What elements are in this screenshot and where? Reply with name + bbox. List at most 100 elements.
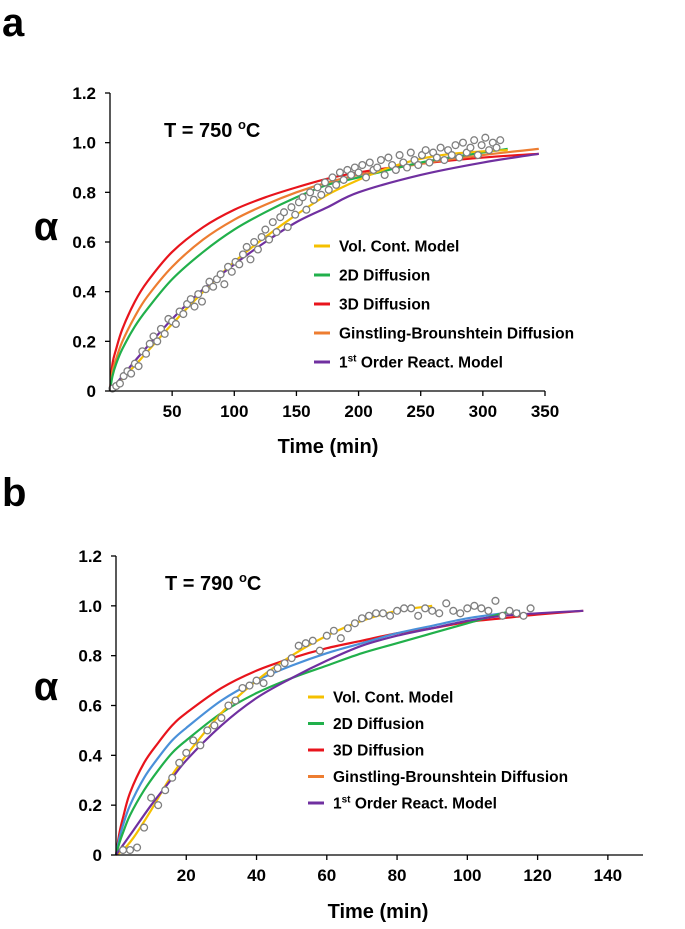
panel-a-data-point (432, 153, 441, 162)
panel-a-data-point (477, 141, 486, 150)
panel-a-x-tick-label: 100 (220, 402, 248, 421)
panel-b-data-point (407, 604, 416, 613)
panel-a-data-point (492, 143, 501, 152)
panel-b-data-point (329, 626, 338, 635)
panel-b-y-ticks: 0 0.2 0.4 0.6 0.8 1.0 1.2 (78, 547, 116, 865)
panel-a-data-point (361, 173, 371, 182)
panel-b-data-point (133, 843, 142, 852)
panel-b-x-tick-label: 140 (594, 866, 622, 885)
panel-b-y-tick-label: 0.2 (78, 796, 102, 815)
panel-a-x-tick-label: 300 (469, 402, 497, 421)
panel-b-data-point (400, 604, 409, 613)
panel-a-data-point (470, 136, 479, 145)
panel-a-data-point (220, 280, 229, 289)
panel-b-data-point (498, 611, 507, 620)
panel-a-y-ticks: 0 0.2 0.4 0.6 0.8 1.0 1.2 (72, 84, 110, 401)
panel-b-data-point (301, 639, 310, 648)
panel-a-x-axis-title: Time (min) (278, 436, 379, 458)
panel-b-data-point (252, 676, 261, 685)
panel-a-data-point (391, 165, 400, 175)
panel-b-data-point (322, 631, 331, 640)
panel-b-data-point (463, 604, 472, 613)
panel-a-data-point (414, 160, 423, 170)
panel-a-data-point (238, 250, 248, 259)
panel-b-data-point (357, 614, 366, 623)
panel-b-label: b (2, 471, 26, 515)
panel-b-data-point (491, 596, 500, 605)
panel-b-x-tick-label: 100 (453, 866, 481, 885)
panel-b-y-tick-label: 0 (93, 846, 102, 865)
panel-b-data-point (350, 619, 359, 628)
panel-a-data-point (197, 297, 207, 306)
panel-b-data-point (266, 669, 275, 678)
panel-b-data-point (287, 654, 296, 663)
panel-b-legend-label: Vol. Cont. Model (333, 690, 453, 707)
panel-a-x-tick-label: 50 (163, 402, 182, 421)
panel-a-data-point (250, 237, 259, 247)
panel-a-data-point (246, 255, 255, 264)
panel-b-data-point (364, 611, 374, 620)
panel-a-x-tick-label: 150 (282, 402, 310, 421)
panel-b-data-point (280, 659, 289, 668)
panel-b-y-tick-label: 1.0 (78, 597, 102, 616)
panel-a-legend-label: 2D Diffusion (339, 268, 430, 285)
panel-a-data-point (384, 153, 393, 162)
panel-b-data-point (308, 636, 317, 645)
panel-a-legend: Vol. Cont. Model 2D Diffusion 3D Diffusion… (314, 239, 574, 372)
panel-a-observed-points (108, 133, 505, 393)
panel-a-data-point (376, 156, 385, 165)
panel-b-data-point (484, 606, 493, 615)
panel-a-data-point (153, 337, 162, 346)
panel-b-data-point (154, 801, 163, 810)
panel-a-data-point (328, 173, 337, 182)
panel-a-data-point (309, 195, 318, 204)
panel-a-y-tick-label: 1.0 (72, 134, 96, 153)
panel-a-y-tick-label: 0 (87, 382, 96, 401)
panel-b-data-point (428, 606, 437, 615)
panel-a-data-point (365, 158, 374, 167)
panel-a-data-point (395, 151, 404, 160)
panel-b-data-point (315, 646, 324, 655)
panel-b-data-point (378, 609, 388, 618)
panel-b-data-point (210, 721, 219, 730)
panel-b-data-point (294, 641, 303, 650)
panel-b-x-tick-label: 60 (317, 866, 336, 885)
panel-a-x-tick-label: 350 (531, 402, 559, 421)
panel-a-data-point (317, 190, 326, 199)
panel-b-legend-label: 1st Order React. Model (333, 795, 497, 813)
panel-a-data-point (253, 245, 262, 254)
panel-a-data-point (347, 170, 356, 180)
panel-b-data-point (126, 845, 135, 855)
panel-a-data-point (320, 178, 330, 187)
panel-b-data-point (526, 604, 535, 613)
panel-a-data-point (440, 156, 449, 165)
panel-b-legend-label: Ginstling-Brounshtein Diffusion (333, 769, 568, 786)
panel-a-data-point (466, 143, 475, 152)
panel-b-data-point (182, 748, 191, 757)
panel-b-data-point (224, 701, 233, 710)
panel-a-y-tick-label: 1.2 (72, 84, 96, 103)
panel-b-data-point (336, 634, 345, 643)
panel-a-data-point (306, 188, 315, 197)
panel-b-y-axis-title: α (34, 665, 59, 709)
panel-b-data-point (217, 713, 226, 723)
panel-b-observed-points (118, 596, 535, 855)
panel-a-y-tick-label: 0.6 (72, 233, 96, 252)
panel-b-data-point (421, 604, 430, 613)
panel-b-data-point (147, 793, 156, 802)
panel-a-data-point (145, 339, 154, 348)
panel-a-data-point (141, 349, 151, 358)
panel-a-data-point (421, 146, 430, 155)
panel-a-data-point (227, 267, 236, 276)
panel-a-data-point (436, 143, 445, 152)
panel-a-data-point (209, 282, 218, 291)
panel-b-x-tick-label: 120 (523, 866, 551, 885)
panel-b-data-point (442, 599, 451, 608)
panel-a-data-point (160, 329, 169, 338)
panel-a-curve-2d-diffusion (108, 147, 508, 392)
panel-a-data-point (190, 302, 199, 311)
panel-b-data-point (245, 681, 254, 690)
panel-a-y-tick-label: 0.8 (72, 183, 96, 202)
panel-a-data-point (115, 379, 124, 388)
